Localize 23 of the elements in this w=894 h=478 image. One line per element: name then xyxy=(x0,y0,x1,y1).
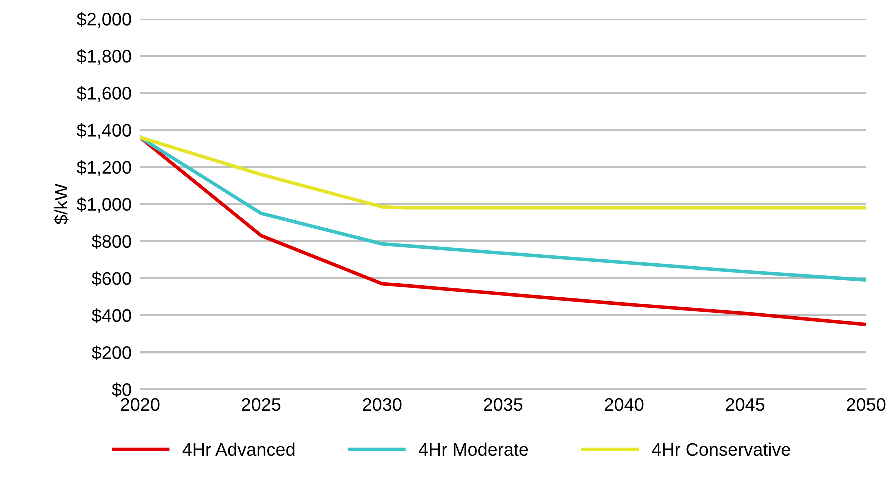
legend-label: 4Hr Moderate xyxy=(419,442,528,456)
x-tick-label: 2025 xyxy=(242,398,281,412)
y-axis-title: $/kW xyxy=(54,184,69,225)
y-tick-label: $1,800 xyxy=(77,49,132,66)
x-tick-label: 2040 xyxy=(605,398,644,412)
line-series xyxy=(140,136,866,210)
x-tick-label: 2050 xyxy=(847,398,886,412)
x-tick-label: 2020 xyxy=(121,398,160,412)
y-tick-label: $1,200 xyxy=(77,160,132,176)
legend-label: 4Hr Advanced xyxy=(182,442,295,456)
y-tick-label: $1,000 xyxy=(77,198,132,214)
y-tick-label: $600 xyxy=(92,272,132,286)
y-tick-label: $200 xyxy=(92,346,132,360)
y-tick-label: $400 xyxy=(92,308,132,324)
y-tick-label: $0 xyxy=(112,382,132,398)
y-tick-label: $1,600 xyxy=(77,86,132,102)
y-tick-label: $2,000 xyxy=(77,12,132,28)
y-tick-label: $800 xyxy=(92,234,132,250)
x-tick-label: 2045 xyxy=(726,398,765,412)
y-tick-label: $1,400 xyxy=(77,123,132,140)
x-tick-label: 2030 xyxy=(363,398,402,412)
x-tick-label: 2035 xyxy=(484,398,523,412)
legend-label: 4Hr Conservative xyxy=(652,442,790,456)
